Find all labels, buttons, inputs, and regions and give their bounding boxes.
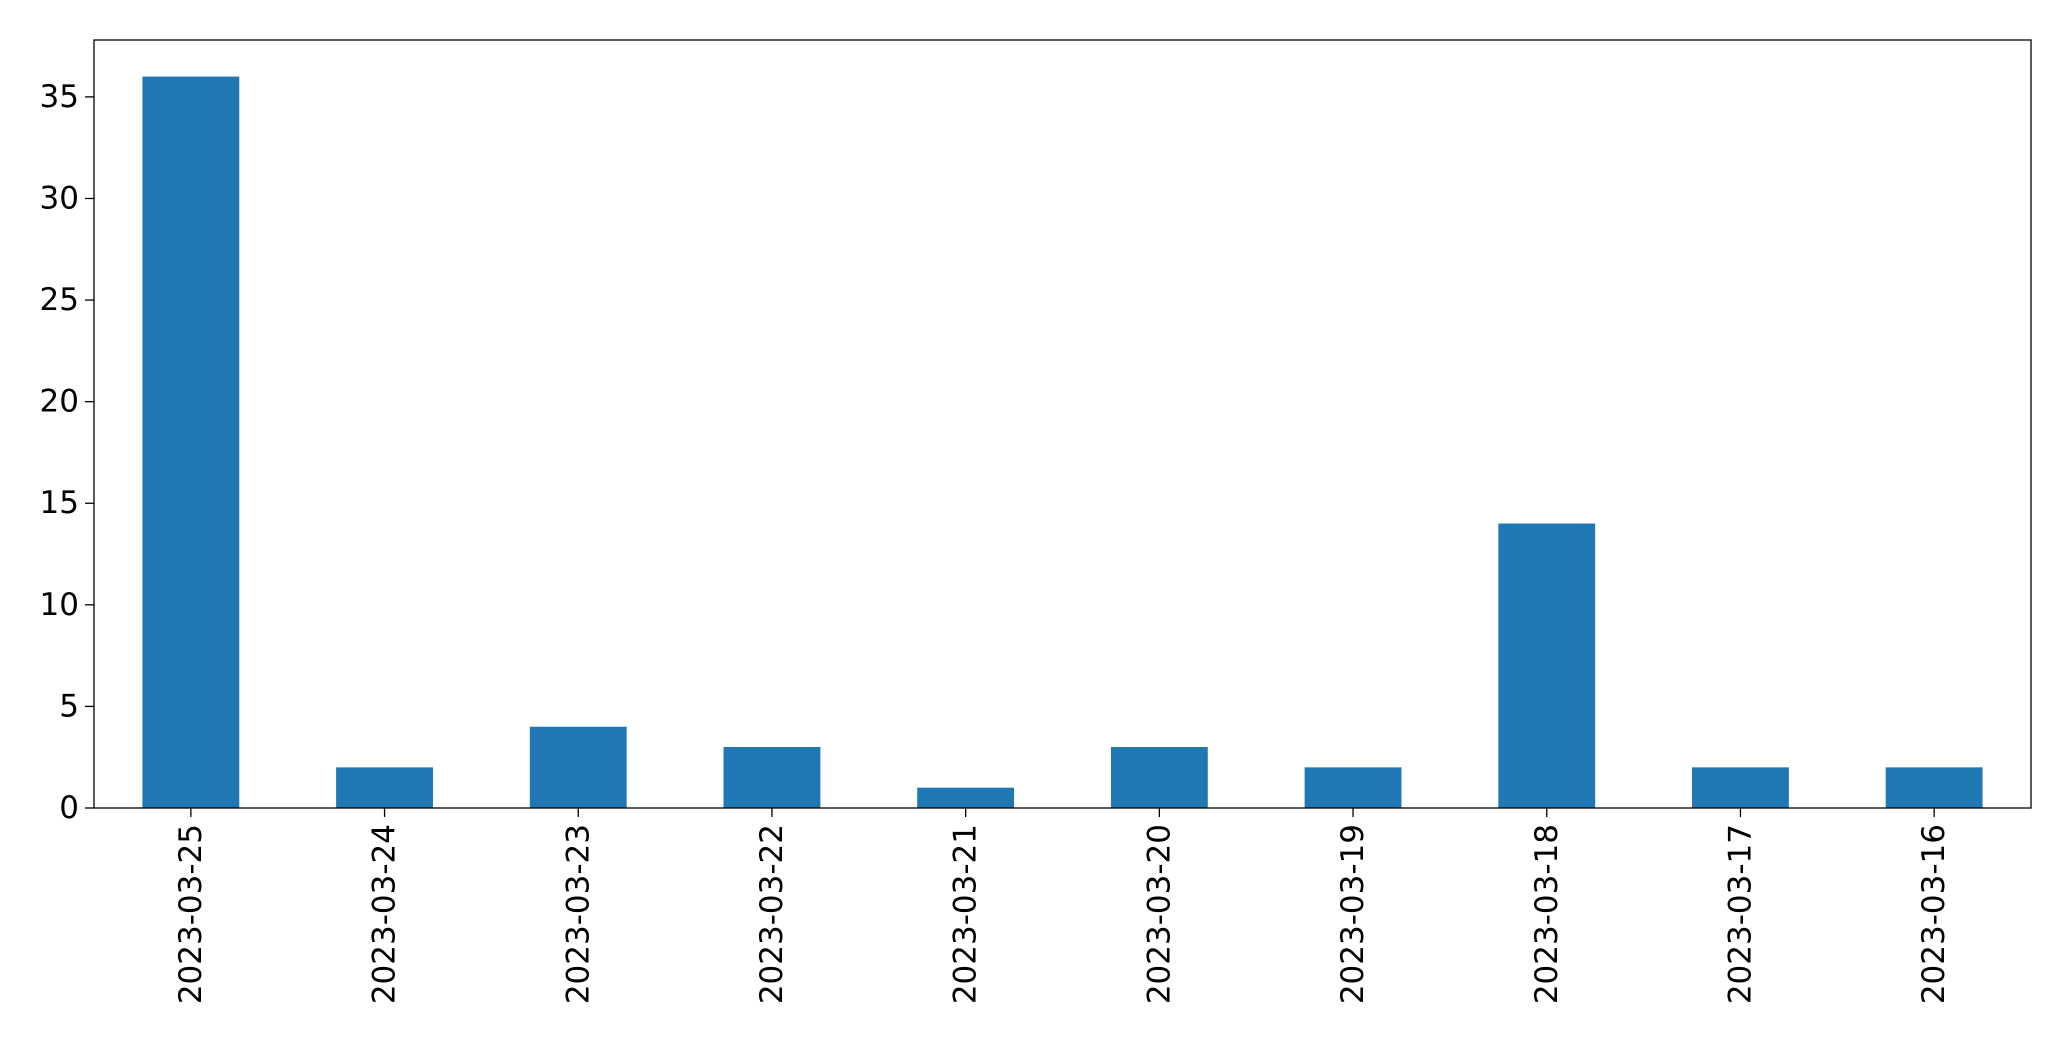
bar [142, 76, 240, 809]
bar [1885, 767, 1983, 808]
bar [1498, 523, 1596, 808]
plot-frame [93, 39, 2032, 809]
bar [1110, 747, 1208, 808]
x-tick-label: 2023-03-21 [948, 824, 984, 1004]
y-tick-label: 30 [40, 180, 79, 216]
bar [1692, 767, 1789, 808]
bar [336, 767, 433, 808]
y-tick-label: 15 [40, 485, 79, 521]
x-tick-label: 2023-03-19 [1335, 824, 1371, 1004]
bar [529, 726, 627, 808]
y-tick-label: 0 [59, 790, 79, 826]
y-tick-label: 35 [40, 79, 79, 115]
x-tick-label: 2023-03-16 [1916, 824, 1952, 1004]
y-tick-label: 25 [40, 282, 79, 318]
x-tick-label: 2023-03-23 [560, 824, 596, 1004]
x-tick-label: 2023-03-22 [754, 824, 790, 1004]
bar [917, 787, 1015, 808]
x-tick-label: 2023-03-20 [1141, 824, 1177, 1004]
bar [1304, 767, 1402, 808]
x-tick-label: 2023-03-24 [367, 824, 403, 1004]
y-tick-label: 5 [59, 688, 79, 724]
bar [723, 747, 821, 808]
x-tick-label: 2023-03-17 [1722, 824, 1758, 1004]
x-tick-label: 2023-03-18 [1529, 824, 1565, 1004]
x-tick-label: 2023-03-25 [173, 824, 209, 1004]
y-tick-label: 20 [40, 384, 79, 420]
y-tick-label: 10 [40, 587, 79, 623]
